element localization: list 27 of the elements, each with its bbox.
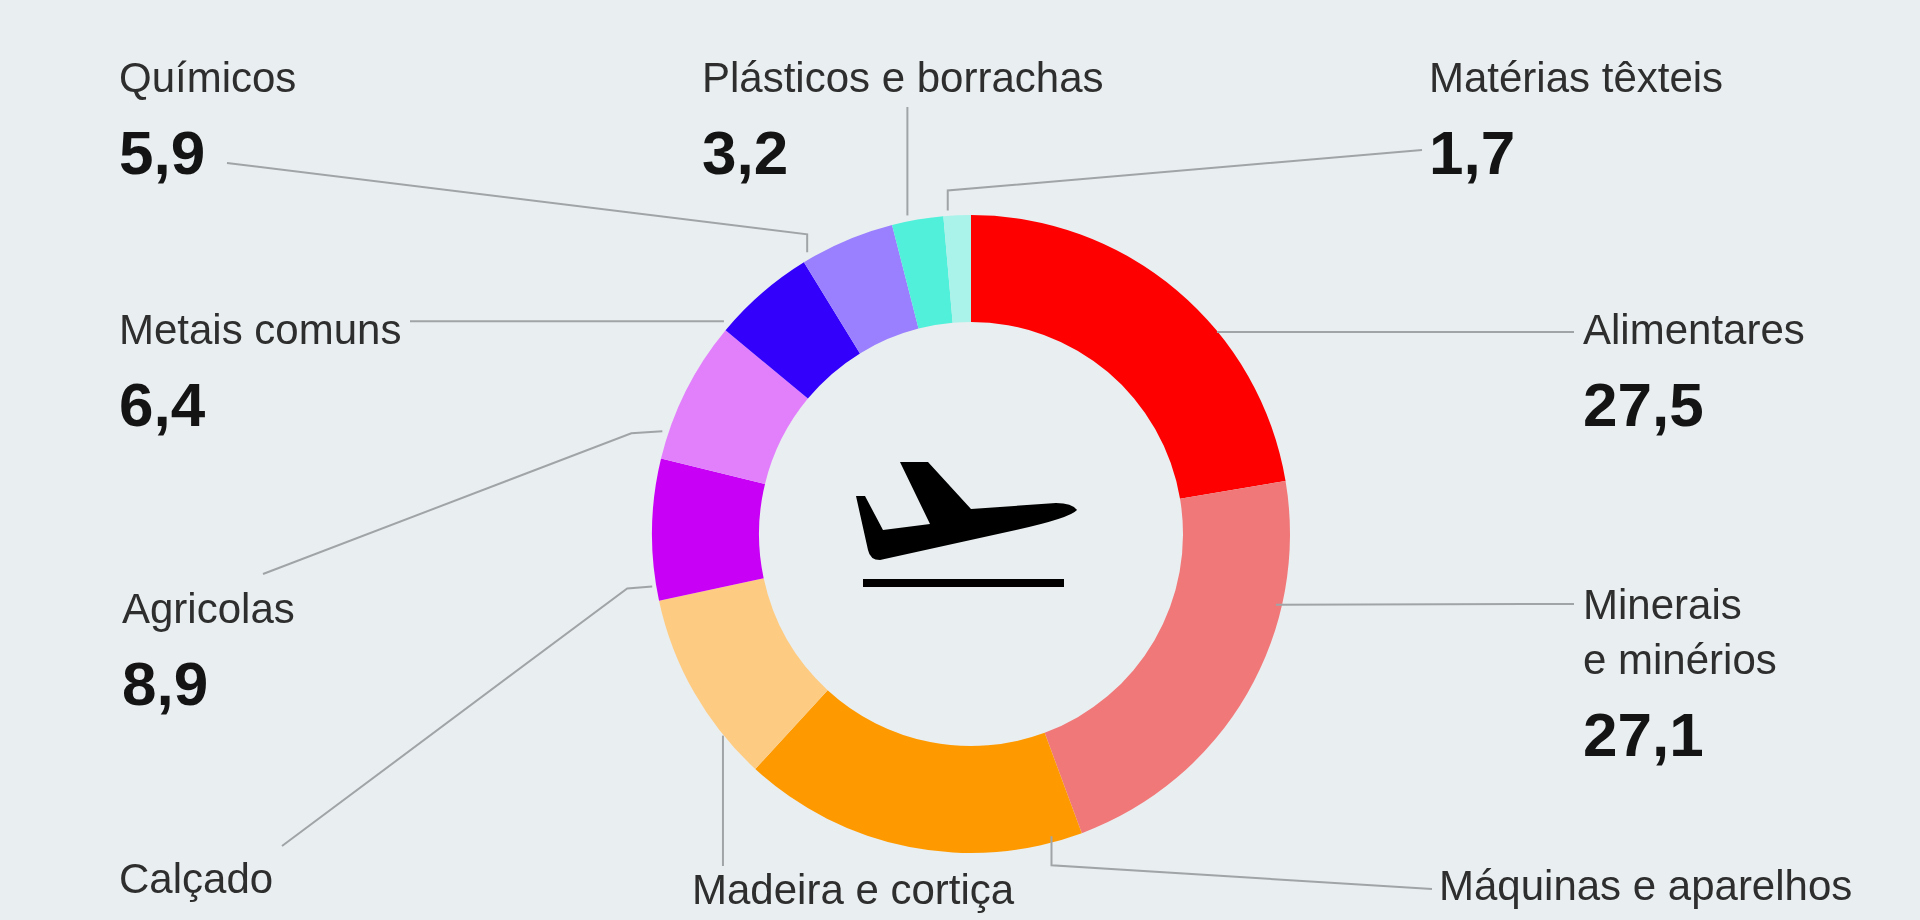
slice-label: Calçado xyxy=(119,855,274,902)
data-label: 5,9 xyxy=(119,118,206,187)
slice-label: Agricolas xyxy=(122,585,295,632)
donut-slice xyxy=(943,215,971,323)
slice-label: Madeira e cortiça xyxy=(692,866,1015,913)
donut-slice xyxy=(652,458,766,601)
data-label: 1,7 xyxy=(1429,118,1516,187)
donut-slice xyxy=(1044,480,1290,834)
data-label: 27,5 xyxy=(1583,370,1704,439)
slice-label: Plásticos e borrachas xyxy=(702,54,1104,101)
slice-label: Minerais e minérios xyxy=(1583,581,1777,683)
slice-label: Alimentares xyxy=(1583,306,1805,353)
slice-label: Metais comuns xyxy=(119,306,402,353)
data-label: 27,1 xyxy=(1583,700,1704,769)
data-label: 3,2 xyxy=(702,118,789,187)
donut-slice xyxy=(659,578,828,769)
data-label: 6,4 xyxy=(119,370,206,439)
donut-slice xyxy=(755,690,1082,853)
data-label: 8,9 xyxy=(122,649,209,718)
donut-slice xyxy=(803,224,919,354)
slice-label: Máquinas e aparelhos xyxy=(1439,862,1853,909)
donut-slice xyxy=(971,215,1286,499)
slice-label: Matérias têxteis xyxy=(1429,54,1724,101)
slice-label: Químicos xyxy=(119,54,297,101)
donut-slice xyxy=(892,216,953,329)
donut-slice xyxy=(661,330,808,484)
donut-slice xyxy=(725,262,860,399)
